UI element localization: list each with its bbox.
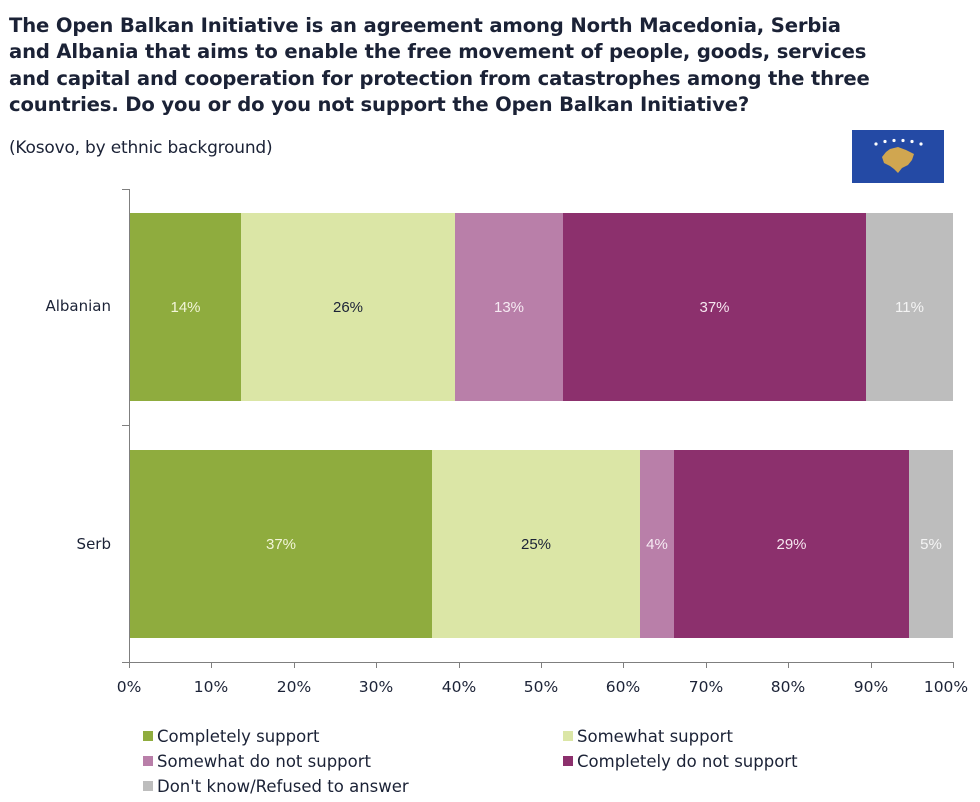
title-line: and Albania that aims to enable the free… — [9, 40, 867, 64]
legend-item-completely-support: Completely support — [143, 725, 319, 747]
x-tick-label: 80% — [770, 678, 806, 696]
x-tick-label: 60% — [605, 678, 641, 696]
legend-item-somewhat-support: Somewhat support — [563, 725, 733, 747]
x-tick-label: 10% — [193, 678, 229, 696]
data-label: 11% — [895, 298, 924, 316]
title-line: The Open Balkan Initiative is an agreeme… — [9, 14, 841, 37]
segment-completely-support: 37% — [130, 450, 432, 638]
chart-title: The Open Balkan Initiative is an agreeme… — [9, 13, 959, 118]
x-tick-label: 70% — [688, 678, 724, 696]
x-tick — [294, 662, 295, 668]
bar-serb: 37% 25% 4% 29% 5% — [130, 450, 953, 638]
legend-item-dont-know: Don't know/Refused to answer — [143, 775, 409, 797]
x-tick — [788, 662, 789, 668]
x-tick — [211, 662, 212, 668]
segment-completely-not-support: 37% — [563, 213, 866, 401]
data-label: 37% — [699, 298, 730, 316]
x-tick-label: 20% — [276, 678, 312, 696]
data-label: 26% — [332, 298, 364, 316]
chart-subtitle: (Kosovo, by ethnic background) — [9, 138, 273, 158]
data-label: 29% — [776, 535, 807, 553]
segment-dont-know: 11% — [866, 213, 953, 401]
legend-label: Don't know/Refused to answer — [157, 776, 409, 796]
x-tick-label: 50% — [523, 678, 559, 696]
x-tick — [623, 662, 624, 668]
x-tick — [953, 662, 954, 668]
x-tick — [129, 662, 130, 668]
y-axis-tick — [122, 662, 129, 663]
legend-item-completely-not-support: Completely do not support — [563, 750, 798, 772]
data-label: 4% — [646, 535, 668, 553]
x-tick-label: 90% — [853, 678, 889, 696]
legend-label: Somewhat support — [577, 726, 733, 746]
category-label-albanian: Albanian — [45, 297, 111, 315]
legend-label: Completely do not support — [577, 751, 798, 771]
segment-completely-support: 14% — [130, 213, 241, 401]
data-label: 25% — [520, 535, 552, 553]
data-label: 37% — [265, 535, 297, 553]
data-label: 14% — [170, 298, 201, 316]
segment-somewhat-not-support: 4% — [640, 450, 674, 638]
segment-somewhat-support: 25% — [432, 450, 640, 638]
data-label: 5% — [920, 535, 942, 553]
legend-swatch-icon — [143, 756, 153, 766]
x-tick — [871, 662, 872, 668]
y-axis-tick — [122, 425, 129, 426]
legend-label: Somewhat do not support — [157, 751, 372, 771]
kosovo-flag-icon — [852, 130, 944, 183]
title-line: countries. Do you or do you not support … — [9, 92, 750, 116]
legend-swatch-icon — [563, 756, 573, 766]
segment-completely-not-support: 29% — [674, 450, 909, 638]
legend-swatch-icon — [143, 731, 153, 741]
x-tick — [541, 662, 542, 668]
data-label: 13% — [493, 298, 525, 316]
x-tick — [706, 662, 707, 668]
x-tick — [459, 662, 460, 668]
y-axis-tick — [122, 189, 129, 190]
category-label-serb: Serb — [76, 535, 111, 553]
title-line: and capital and cooperation for protecti… — [9, 66, 870, 90]
x-tick — [376, 662, 377, 668]
segment-somewhat-not-support: 13% — [455, 213, 563, 401]
x-tick-label: 100% — [923, 678, 969, 696]
x-tick-label: 30% — [358, 678, 394, 696]
y-axis-line — [129, 189, 130, 663]
x-tick-label: 0% — [116, 678, 142, 696]
x-tick-label: 40% — [441, 678, 477, 696]
segment-dont-know: 5% — [909, 450, 953, 638]
legend-swatch-icon — [143, 781, 153, 791]
segment-somewhat-support: 26% — [241, 213, 455, 401]
bar-albanian: 14% 26% 13% 37% 11% — [130, 213, 953, 401]
legend-swatch-icon — [563, 731, 573, 741]
legend-label: Completely support — [157, 726, 320, 746]
legend-item-somewhat-not-support: Somewhat do not support — [143, 750, 371, 772]
